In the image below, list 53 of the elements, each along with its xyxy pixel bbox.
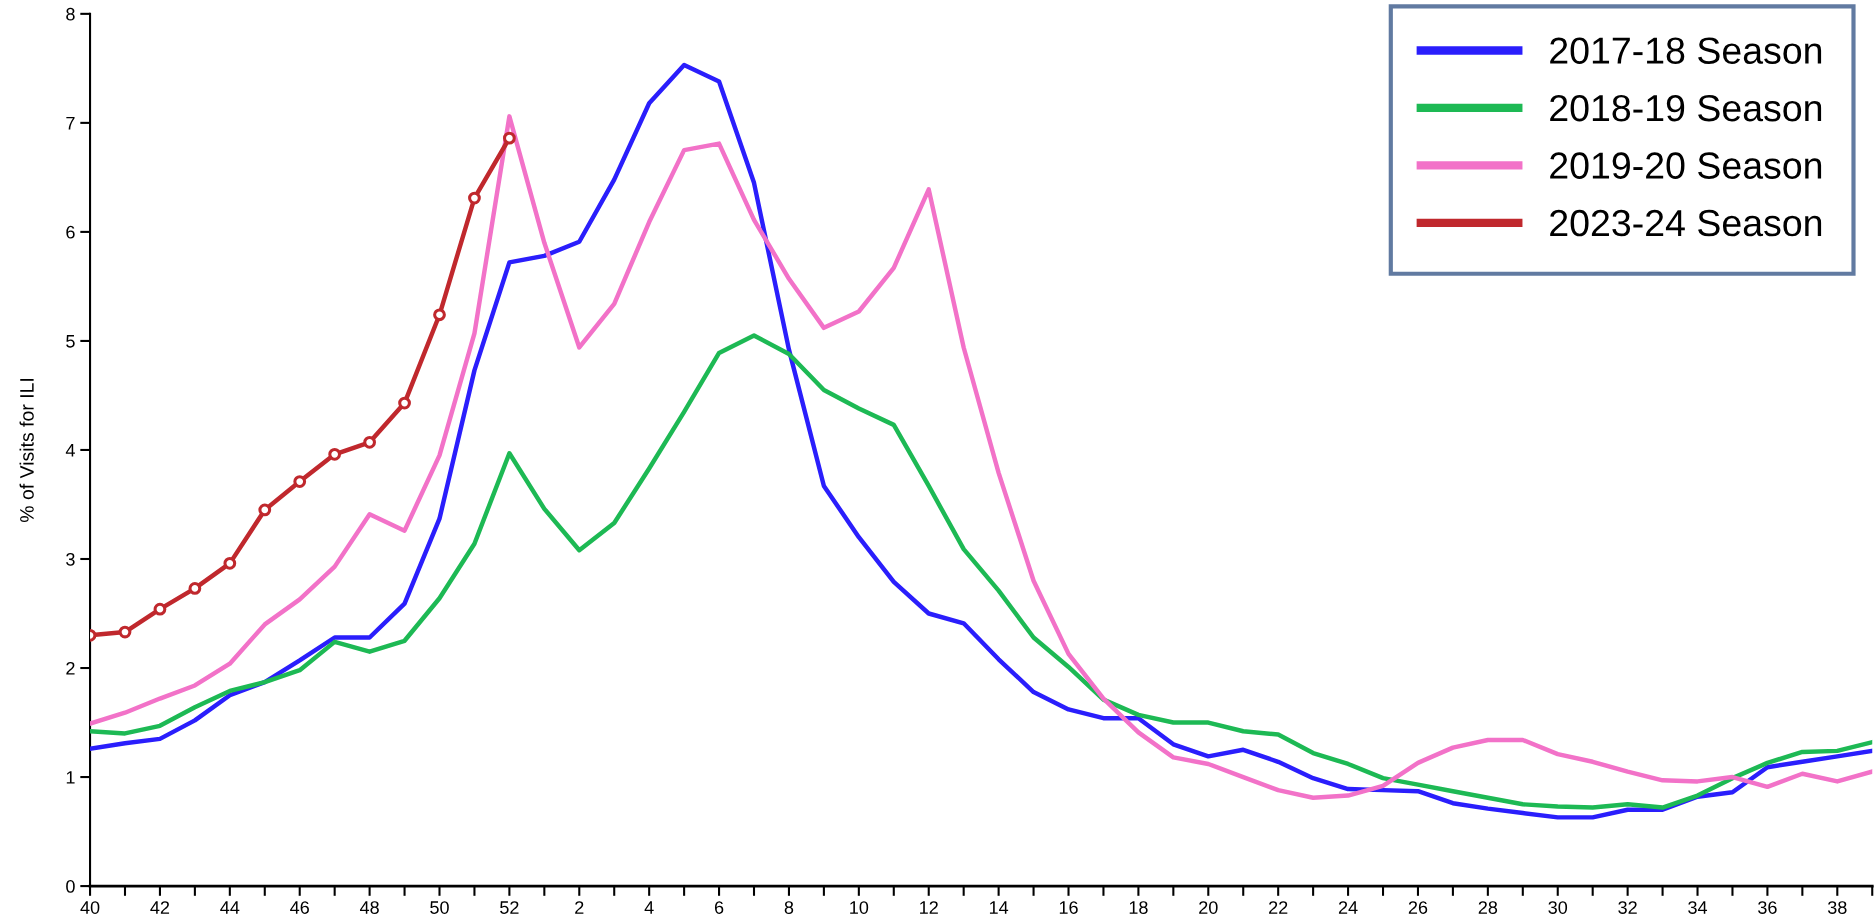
x-tick-label: 48 — [359, 901, 379, 914]
point — [188, 582, 202, 595]
x-tick-label: 4 — [644, 901, 654, 914]
legend-label: 2019-20 Season — [1550, 152, 1822, 179]
x-tick-label: 50 — [430, 901, 449, 914]
point — [433, 308, 446, 322]
x-tick-label: 42 — [150, 901, 170, 914]
y-tick-label: 5 — [66, 335, 75, 348]
x-tick-label: 24 — [1338, 901, 1358, 914]
legend-label: 2017-18 Season — [1550, 37, 1822, 64]
y-tick-label: 8 — [66, 7, 75, 21]
point — [503, 131, 516, 145]
x-tick-label: 30 — [1548, 901, 1568, 914]
y-tick-label: 3 — [66, 552, 75, 566]
y-tick-label: 0 — [66, 880, 75, 893]
x-tick-label: 2 — [575, 901, 584, 914]
x-tick-label: 44 — [220, 901, 240, 914]
y-tick-label: 6 — [66, 225, 75, 239]
legend-label: 2023-24 Season — [1550, 209, 1822, 237]
x-tick-label: 8 — [784, 901, 794, 914]
line-series — [90, 333, 1873, 810]
point — [153, 602, 167, 616]
y-tick-label: 2 — [66, 661, 75, 675]
y-tick-label: 1 — [66, 771, 75, 784]
x-tick-label: 12 — [920, 901, 938, 914]
point — [468, 191, 481, 205]
point — [293, 475, 307, 488]
point — [118, 625, 132, 639]
legend-label: 2018-19 Season — [1550, 94, 1822, 122]
x-tick-label: 38 — [1827, 901, 1847, 914]
x-tick-label: 46 — [290, 901, 309, 914]
point — [398, 396, 411, 410]
x-tick-label: 34 — [1688, 901, 1708, 914]
x-tick-label: 18 — [1129, 901, 1148, 914]
x-tick-label: 52 — [500, 901, 519, 914]
point — [328, 447, 342, 461]
x-tick-label: 26 — [1408, 901, 1428, 914]
x-tick-label: 22 — [1269, 901, 1288, 914]
x-tick-label: 40 — [80, 901, 100, 914]
y-tick-label: 7 — [66, 117, 75, 130]
point — [363, 435, 376, 449]
x-tick-label: 6 — [714, 901, 724, 914]
x-tick-label: 32 — [1618, 901, 1637, 914]
point — [258, 503, 272, 517]
x-tick-label: 14 — [989, 901, 1009, 914]
y-tick-label: 4 — [65, 444, 75, 457]
x-tick-label: 20 — [1199, 901, 1218, 914]
x-tick-label: 36 — [1758, 901, 1777, 914]
x-tick-label: 16 — [1059, 901, 1078, 914]
x-tick-label: 28 — [1478, 901, 1498, 914]
y-axis-title: % of Visits for ILI — [19, 378, 34, 523]
point — [223, 556, 237, 570]
x-tick-label: 10 — [850, 901, 869, 914]
